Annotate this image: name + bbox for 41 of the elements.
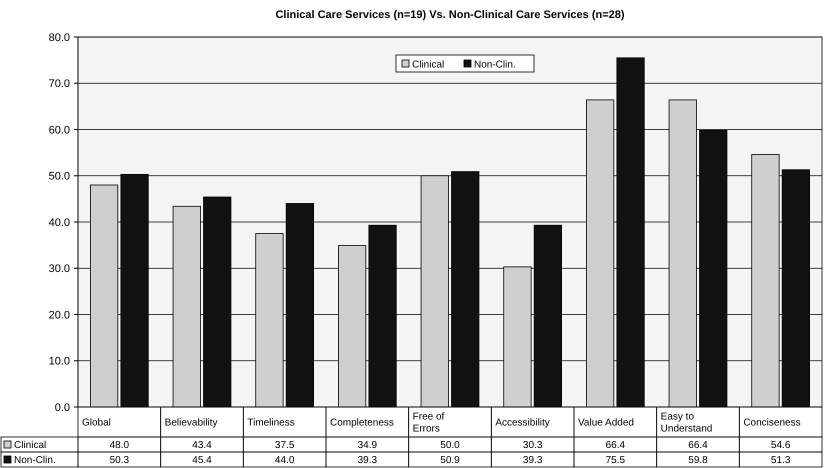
data-label: 51.3 [770, 455, 791, 466]
x-tick-label: Accessibility [495, 418, 550, 428]
y-tick-label: 80.0 [48, 32, 70, 44]
y-tick-label: 70.0 [48, 78, 70, 90]
data-label: 54.6 [770, 440, 791, 451]
x-tick-label: Free of Errors [412, 412, 445, 434]
data-label: 43.4 [192, 440, 212, 451]
x-tick-label: Global [82, 418, 111, 428]
y-tick-label: 30.0 [48, 263, 70, 276]
legend-label: Clinical [412, 60, 444, 70]
data-label: 39.3 [522, 455, 543, 466]
y-tick-label: 50.0 [48, 170, 70, 183]
legend-label: Non-Clin. [474, 60, 516, 70]
x-tick-label: Believability [164, 418, 218, 428]
chart-title: Clinical Care Services (n=19) Vs. Non-Clinical Care Services (n=28) [275, 9, 625, 21]
y-tick-label: 40.0 [48, 216, 70, 229]
y-tick-label: 10.0 [48, 356, 70, 368]
data-label: 39.3 [358, 455, 378, 466]
x-tick-label: Easy to Understand [660, 412, 712, 434]
data-label: 34.9 [358, 440, 378, 451]
data-label: 66.4 [688, 440, 708, 451]
data-label: 59.8 [688, 455, 708, 466]
x-tick-label: Value Added [578, 418, 634, 428]
data-label: 75.5 [606, 455, 626, 466]
y-tick-label: 60.0 [48, 124, 70, 136]
text: Non-Clin. [14, 455, 56, 466]
x-tick-label: Timeliness [247, 418, 295, 428]
data-label: 50.0 [440, 440, 460, 451]
data-label: 30.3 [522, 440, 543, 451]
data-label: 66.4 [606, 440, 626, 451]
x-tick-label: Conciseness [743, 418, 801, 428]
x-tick-label: Completeness [330, 418, 394, 428]
data-label: 44.0 [274, 455, 295, 466]
y-tick-label: 20.0 [48, 309, 70, 322]
text: Clinical [14, 440, 46, 451]
y-tick-label: 0.0 [54, 402, 70, 414]
data-label: 37.5 [274, 440, 295, 451]
data-label: 45.4 [192, 455, 212, 466]
data-label: 50.9 [440, 455, 460, 466]
data-label: 48.0 [110, 440, 130, 451]
data-label: 50.3 [110, 455, 130, 466]
